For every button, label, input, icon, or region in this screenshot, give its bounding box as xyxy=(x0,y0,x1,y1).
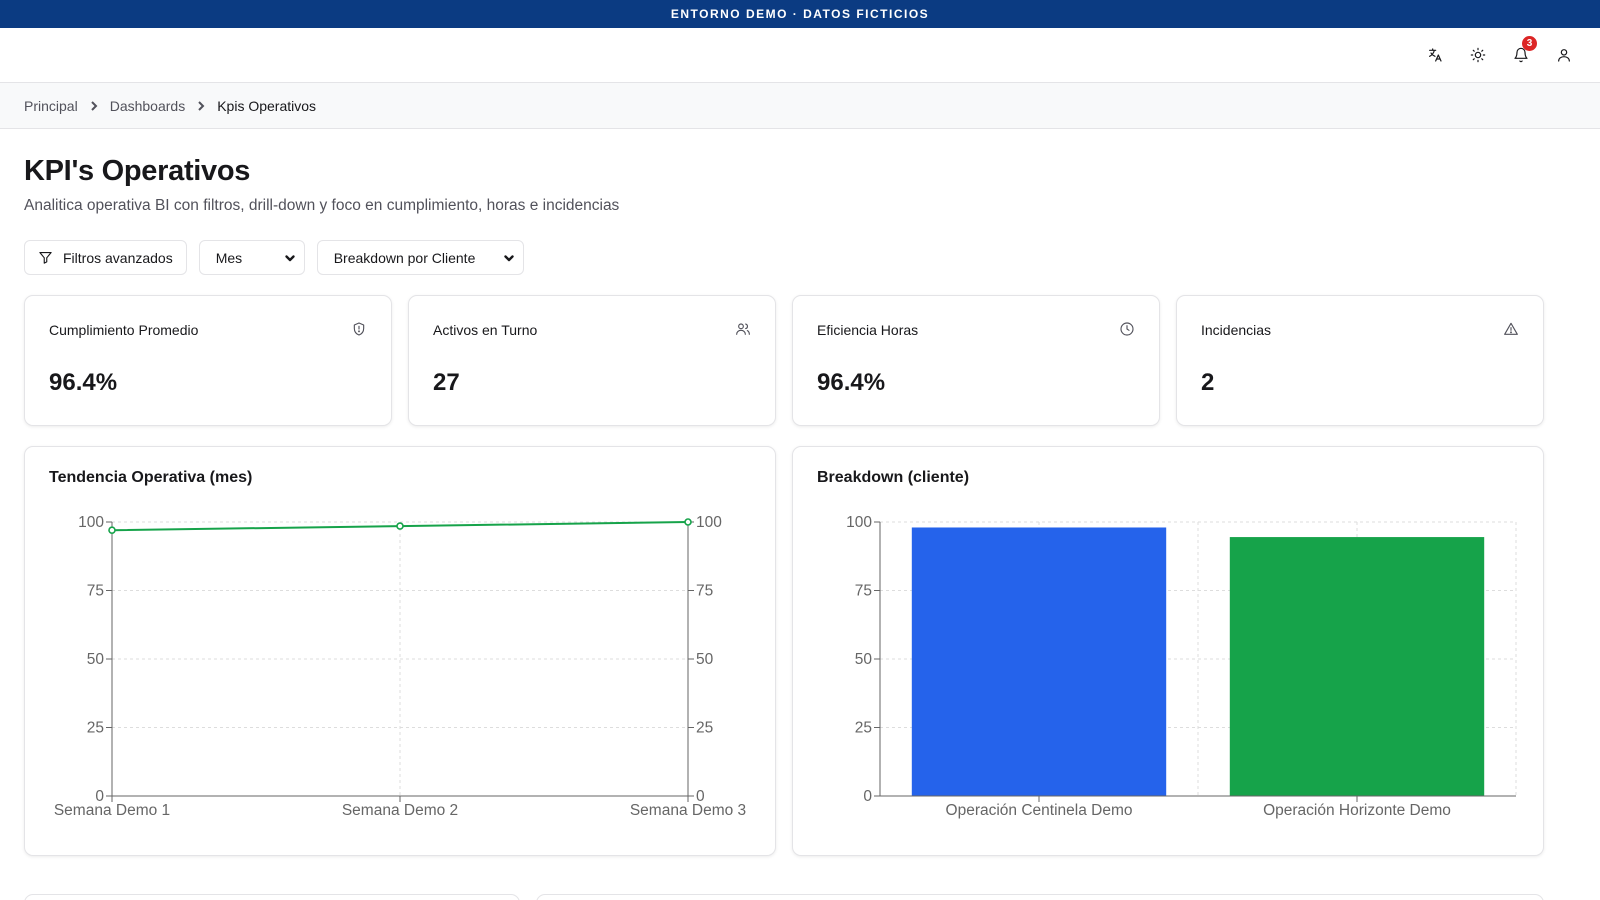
period-select-value: Mes xyxy=(215,249,243,266)
y-tick-label: 0 xyxy=(95,788,104,805)
users-icon xyxy=(735,321,751,337)
advanced-filters-button[interactable]: Filtros avanzados xyxy=(24,240,187,275)
bar xyxy=(911,527,1167,796)
bar xyxy=(1229,537,1485,796)
chevron-right-icon xyxy=(195,100,207,112)
lower-card-right xyxy=(536,894,1544,900)
kpi-card-eficiencia: Eficiencia Horas 96.4% xyxy=(792,295,1160,426)
demo-environment-banner: ENTORNO DEMO · DATOS FICTICIOS xyxy=(0,0,1600,28)
alert-triangle-icon xyxy=(1503,321,1519,337)
filter-bar: Filtros avanzados Mes Breakdown por Clie… xyxy=(24,240,1576,275)
breakdown-chart-title: Breakdown (cliente) xyxy=(817,469,970,486)
kpi-label: Cumplimiento Promedio xyxy=(49,322,199,338)
y-tick-label-right: 100 xyxy=(696,514,722,531)
top-bar: 3 xyxy=(0,28,1600,83)
breadcrumb-item-dashboards[interactable]: Dashboards xyxy=(109,97,186,114)
y-tick-label: 25 xyxy=(855,720,872,737)
kpi-value: 96.4% xyxy=(817,369,886,396)
clock-icon xyxy=(1119,321,1135,337)
y-tick-label: 75 xyxy=(87,583,104,600)
y-tick-label: 25 xyxy=(87,720,104,737)
filter-icon xyxy=(38,250,53,265)
lower-cards xyxy=(24,894,1544,900)
page-title: KPI's Operativos xyxy=(24,155,251,187)
translate-icon[interactable] xyxy=(1425,45,1445,65)
breakdown-chart-card: Breakdown (cliente) 0 25 50 75 100 Operación … xyxy=(792,446,1544,856)
chevron-down-icon xyxy=(503,252,515,264)
sun-icon[interactable] xyxy=(1468,45,1488,65)
chart-cards: Tendencia Operativa (mes) 0 25 50 75 100 0 25 5… xyxy=(24,446,1576,856)
user-icon[interactable] xyxy=(1554,45,1574,65)
trend-chart-card: Tendencia Operativa (mes) 0 25 50 75 100 0 25 5… xyxy=(24,446,776,856)
y-tick-label: 100 xyxy=(78,514,104,531)
x-tick-label: Operación Centinela Demo xyxy=(946,802,1133,819)
y-tick-label-right: 50 xyxy=(696,651,714,668)
kpi-value: 27 xyxy=(433,369,460,396)
kpi-card-cumplimiento: Cumplimiento Promedio 96.4% xyxy=(24,295,392,426)
chevron-right-icon xyxy=(88,100,100,112)
chevron-down-icon xyxy=(284,252,296,264)
x-tick-label: Operación Horizonte Demo xyxy=(1263,802,1451,819)
kpi-card-activos: Activos en Turno 27 xyxy=(408,295,776,426)
breakdown-select-value: Breakdown por Cliente xyxy=(333,249,476,266)
y-tick-label: 50 xyxy=(87,651,105,668)
lower-card-left xyxy=(24,894,520,900)
trend-line-chart: 0 25 50 75 100 0 25 50 75 100 Semana Demo 1 Semana … xyxy=(54,514,746,819)
kpi-card-incidencias: Incidencias 2 xyxy=(1176,295,1544,426)
y-tick-label: 100 xyxy=(846,514,872,531)
y-tick-label-right: 25 xyxy=(696,720,713,737)
breakdown-select[interactable]: Breakdown por Cliente xyxy=(316,240,524,275)
kpi-label: Activos en Turno xyxy=(433,322,538,338)
banner-text: ENTORNO DEMO · DATOS FICTICIOS xyxy=(670,7,930,21)
y-tick-label: 0 xyxy=(863,788,872,805)
y-tick-label: 50 xyxy=(855,651,873,668)
x-tick-label: Semana Demo 2 xyxy=(342,802,458,819)
kpi-label: Eficiencia Horas xyxy=(817,322,919,338)
advanced-filters-label: Filtros avanzados xyxy=(63,249,173,266)
breadcrumb-item-current: Kpis Operativos xyxy=(217,97,317,114)
data-point xyxy=(684,518,692,526)
main-content: KPI's Operativos Analitica operativa BI … xyxy=(0,155,1600,856)
y-tick-label-right: 0 xyxy=(696,788,705,805)
page-subtitle: Analitica operativa BI con filtros, dril… xyxy=(24,197,620,214)
y-tick-label: 75 xyxy=(855,583,872,600)
shield-icon xyxy=(351,321,367,337)
notification-count-badge: 3 xyxy=(1522,36,1537,51)
bell-icon xyxy=(1513,47,1529,63)
kpi-label: Incidencias xyxy=(1201,322,1272,338)
x-tick-label: Semana Demo 1 xyxy=(54,802,170,819)
data-point xyxy=(108,526,116,535)
breadcrumb-item-principal[interactable]: Principal xyxy=(24,97,78,114)
kpi-value: 2 xyxy=(1201,369,1215,396)
breakdown-bar-chart: 0 25 50 75 100 Operación Centinela Demo Operac… xyxy=(846,514,1517,819)
data-point xyxy=(396,522,404,530)
notifications-button[interactable]: 3 xyxy=(1511,36,1537,65)
breadcrumb: Principal Dashboards Kpis Operativos xyxy=(0,83,1600,129)
y-tick-label-right: 75 xyxy=(696,583,713,600)
kpi-value: 96.4% xyxy=(49,369,118,396)
kpi-cards: Cumplimiento Promedio 96.4% Activos en T… xyxy=(24,295,1576,426)
period-select[interactable]: Mes xyxy=(198,240,305,275)
x-tick-label: Semana Demo 3 xyxy=(630,802,746,819)
trend-chart-title: Tendencia Operativa (mes) xyxy=(49,469,253,486)
